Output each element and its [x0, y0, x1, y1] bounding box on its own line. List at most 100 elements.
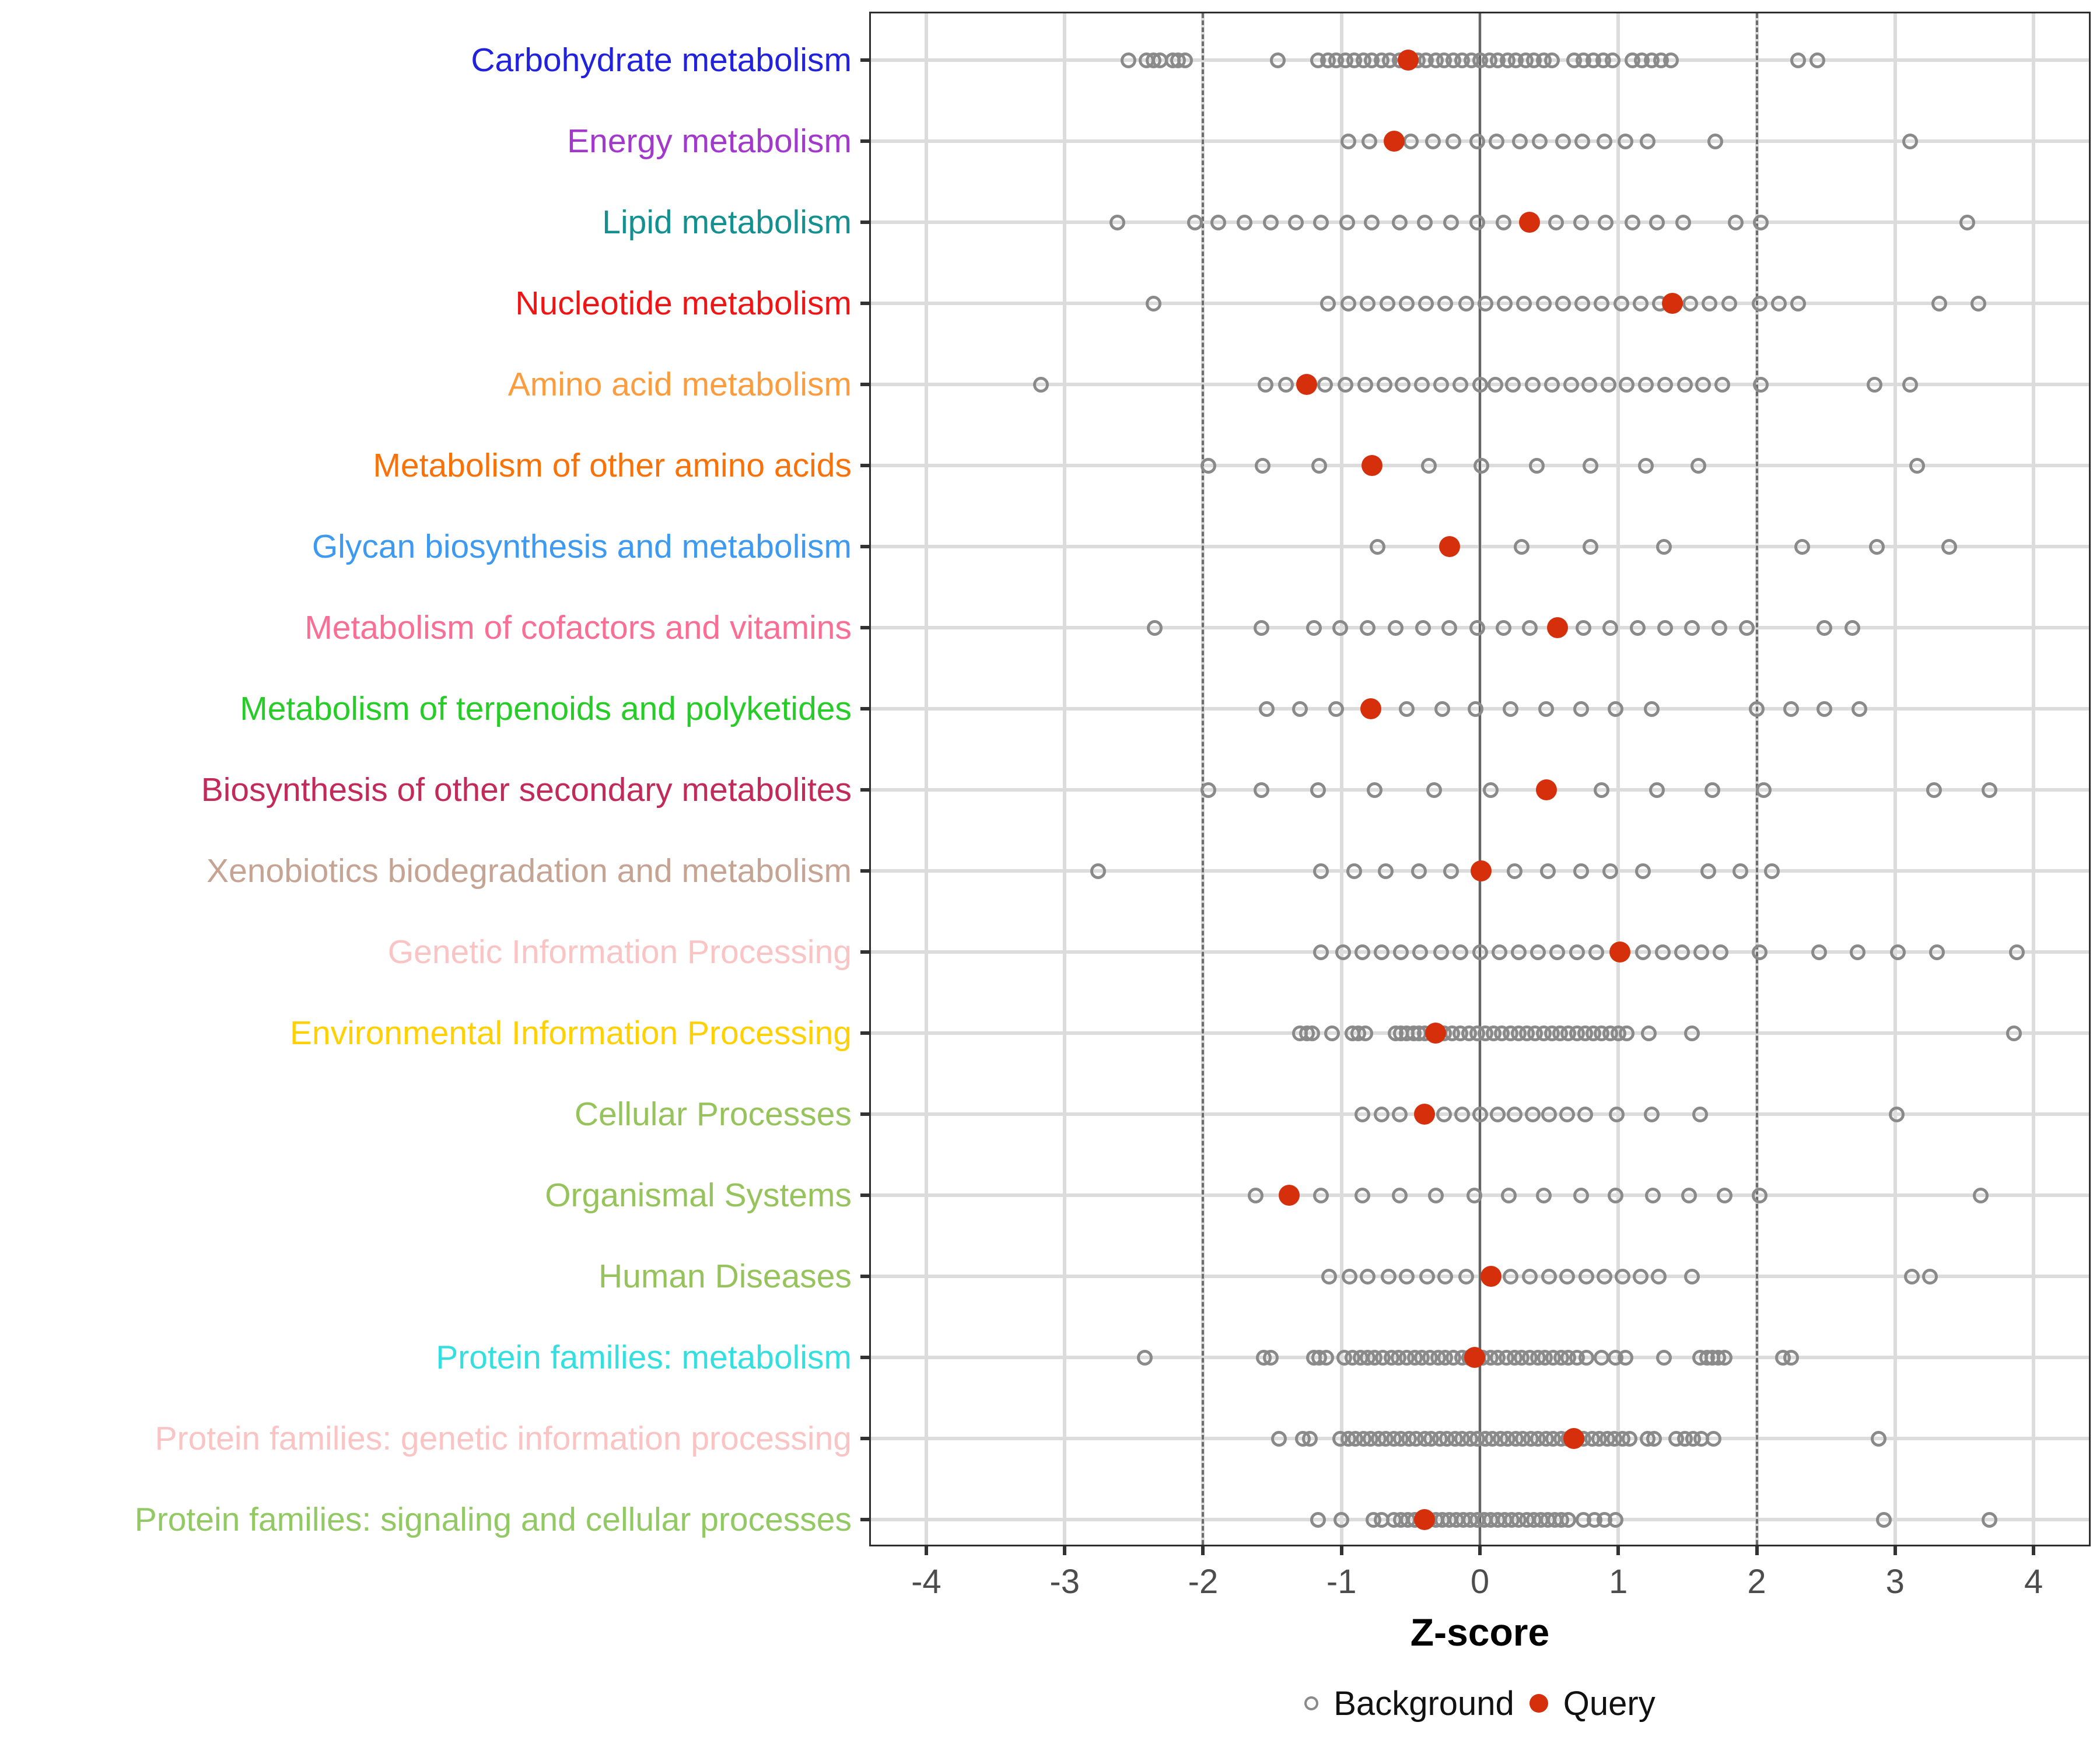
y-tick-mark: [860, 950, 869, 954]
background-point: [1354, 1187, 1370, 1203]
background-point: [1711, 620, 1727, 636]
background-point: [1706, 1430, 1722, 1447]
background-point: [1581, 376, 1597, 393]
y-tick-mark: [860, 788, 869, 792]
background-point: [1524, 1106, 1541, 1122]
background-point: [1418, 295, 1434, 312]
background-legend-icon: [1304, 1696, 1319, 1710]
background-point: [1263, 1349, 1279, 1366]
background-point: [1656, 538, 1672, 555]
background-point: [1675, 214, 1692, 230]
background-point: [1614, 1268, 1630, 1284]
background-point: [1253, 782, 1269, 798]
background-point: [1200, 782, 1217, 798]
background-point: [1312, 944, 1329, 960]
background-point: [1257, 376, 1273, 393]
query-point: [1414, 1104, 1436, 1125]
background-point: [1490, 1106, 1506, 1122]
background-point: [1573, 1187, 1589, 1203]
background-point: [1137, 1349, 1153, 1366]
background-point: [1888, 1106, 1905, 1122]
background-point: [1649, 214, 1665, 230]
background-point: [1783, 1349, 1800, 1366]
x-tick-label: 2: [1747, 1563, 1766, 1601]
background-point: [1619, 1025, 1634, 1041]
background-point: [1732, 863, 1748, 879]
background-point: [1654, 944, 1671, 960]
background-point: [1426, 782, 1443, 798]
background-point: [1339, 214, 1355, 230]
background-point: [1488, 133, 1504, 149]
background-point: [1573, 214, 1589, 230]
query-point: [1546, 617, 1568, 638]
x-tick-mark: [1616, 1546, 1620, 1555]
y-tick-mark: [860, 1437, 869, 1440]
background-point: [1360, 620, 1376, 636]
background-point: [1693, 944, 1710, 960]
dashed-reference-line: [1202, 13, 1205, 1545]
background-point: [1601, 376, 1617, 393]
background-point: [1602, 620, 1618, 636]
vertical-gridline: [1339, 13, 1343, 1545]
x-tick-mark: [1339, 1546, 1343, 1555]
background-point: [1287, 214, 1304, 230]
x-tick-mark: [1755, 1546, 1759, 1555]
background-point: [1443, 214, 1459, 230]
background-point: [1559, 1268, 1575, 1284]
x-tick-mark: [1201, 1546, 1205, 1555]
y-tick-mark: [860, 545, 869, 548]
background-point: [1433, 376, 1450, 393]
query-point: [1563, 1428, 1585, 1449]
background-point: [1512, 133, 1528, 149]
background-point: [1369, 538, 1385, 555]
background-point: [1609, 1106, 1625, 1122]
background-point: [1469, 620, 1485, 636]
background-point: [1210, 214, 1227, 230]
category-label: Metabolism of cofactors and vitamins: [304, 609, 852, 646]
background-point: [1379, 295, 1395, 312]
background-point: [1301, 1430, 1318, 1447]
background-point: [1506, 863, 1522, 879]
background-point: [1692, 1106, 1708, 1122]
category-label: Metabolism of other amino acids: [373, 447, 852, 484]
background-point: [1466, 1187, 1482, 1203]
background-point: [1454, 1106, 1470, 1122]
background-point: [1810, 52, 1826, 68]
background-point: [1608, 701, 1624, 717]
background-point: [1717, 1187, 1733, 1203]
background-point: [1200, 457, 1217, 474]
background-point: [1436, 1106, 1452, 1122]
background-point: [1594, 782, 1610, 798]
zero-reference-line: [1479, 13, 1481, 1545]
category-label: Glycan biosynthesis and metabolism: [312, 528, 852, 565]
background-point: [1749, 701, 1765, 717]
background-point: [1608, 1511, 1624, 1528]
vertical-gridline: [1616, 13, 1620, 1545]
x-tick-mark: [1893, 1546, 1897, 1555]
background-point: [1311, 457, 1328, 474]
background-point: [1376, 376, 1392, 393]
background-point: [1416, 214, 1433, 230]
background-point: [1473, 457, 1489, 474]
category-label: Genetic Information Processing: [387, 933, 852, 971]
background-point: [1487, 376, 1503, 393]
background-point: [1605, 52, 1621, 68]
x-tick-label: 4: [2024, 1563, 2043, 1601]
background-point: [1312, 214, 1329, 230]
background-point: [1617, 1349, 1633, 1366]
background-point: [1535, 295, 1552, 312]
background-point: [1544, 376, 1560, 393]
background-point: [1717, 1349, 1733, 1366]
background-point: [1497, 295, 1513, 312]
background-point: [1513, 538, 1530, 555]
background-point: [1501, 1187, 1517, 1203]
query-point: [1397, 50, 1419, 71]
background-point: [2006, 1025, 2022, 1041]
background-point: [1555, 295, 1571, 312]
background-point: [1869, 538, 1885, 555]
background-point: [2009, 944, 2025, 960]
background-point: [1851, 701, 1867, 717]
background-point: [1602, 863, 1618, 879]
background-point: [1360, 295, 1376, 312]
category-label: Lipid metabolism: [602, 204, 852, 241]
